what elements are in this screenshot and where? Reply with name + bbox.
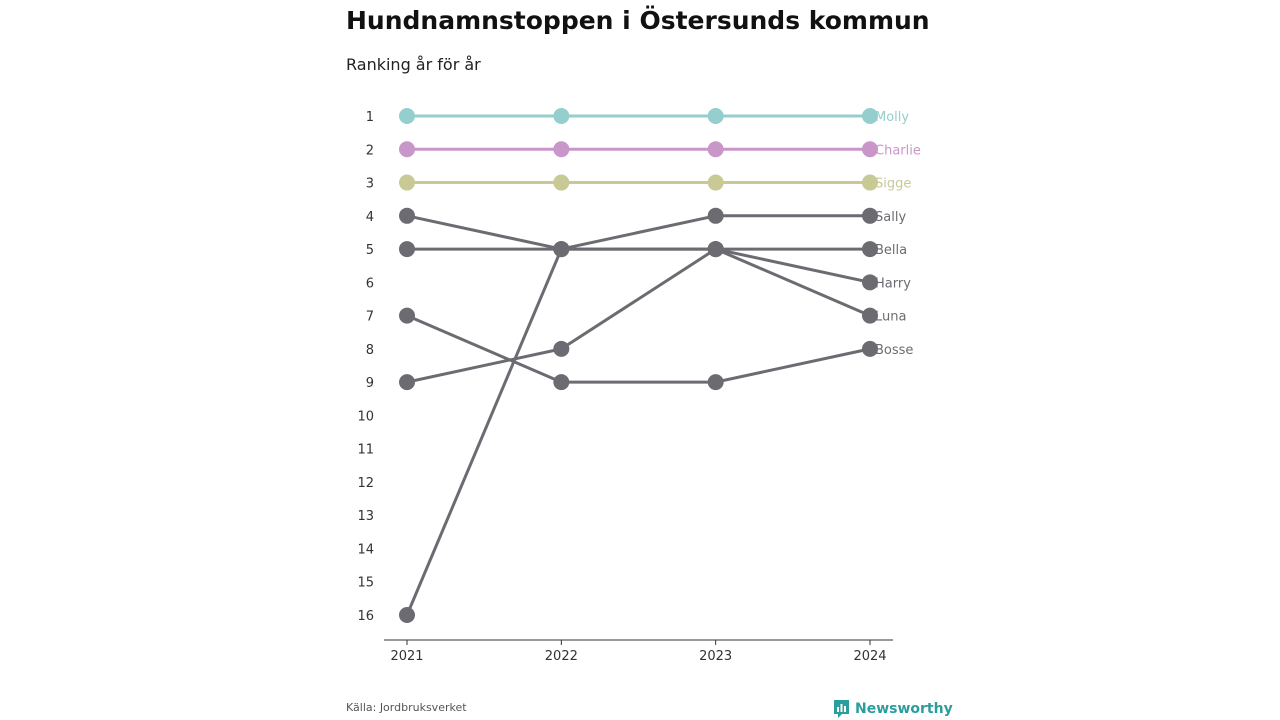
series-label-luna: Luna [875, 310, 906, 325]
data-point-bosse[interactable] [553, 374, 570, 391]
series-line-bosse [406, 314, 871, 384]
data-point-luna[interactable] [707, 241, 724, 258]
brand-logo[interactable]: Newsworthy [833, 699, 953, 719]
data-point-bosse[interactable] [399, 307, 415, 324]
x-tick-label: 2024 [853, 649, 886, 664]
data-point-sally[interactable] [707, 207, 724, 224]
data-point-bella[interactable] [399, 241, 415, 258]
data-point-harry[interactable] [862, 274, 878, 291]
y-tick-label: 6 [366, 276, 374, 291]
data-point-luna[interactable] [553, 340, 570, 357]
data-point-molly[interactable] [862, 108, 878, 124]
data-point-molly[interactable] [553, 108, 570, 124]
data-point-sigge[interactable] [553, 174, 570, 191]
data-point-sigge[interactable] [399, 174, 415, 191]
data-point-harry[interactable] [553, 241, 570, 258]
series-points [399, 108, 878, 623]
y-tick-label: 11 [357, 443, 374, 458]
data-point-bella[interactable] [862, 241, 878, 258]
data-point-charlie[interactable] [707, 141, 724, 158]
y-tick-label: 15 [357, 576, 374, 591]
y-tick-label: 10 [357, 409, 374, 424]
y-tick-label: 3 [366, 177, 374, 192]
series-label-charlie: Charlie [875, 143, 921, 158]
y-tick-label: 4 [366, 210, 374, 225]
data-point-molly[interactable] [707, 108, 724, 124]
series-line-harry [405, 247, 871, 616]
y-tick-label: 7 [366, 310, 374, 325]
x-axis-ticks: 2021 2022 2023 2024 [390, 640, 887, 664]
chart-title: Hundnamnstoppen i Östersunds kommun [346, 6, 930, 35]
data-point-sally[interactable] [399, 207, 415, 224]
y-tick-label: 16 [357, 609, 374, 624]
data-point-harry[interactable] [399, 607, 415, 623]
newsworthy-logo-icon [834, 700, 849, 718]
series-label-sally: Sally [875, 210, 906, 225]
series-label-harry: Harry [875, 276, 911, 291]
y-tick-label: 8 [366, 343, 374, 358]
chart-subtitle: Ranking år för år [346, 55, 481, 74]
data-point-charlie[interactable] [862, 141, 878, 158]
y-tick-label: 12 [357, 476, 374, 491]
series-line-sally [406, 214, 870, 251]
series-label-bella: Bella [875, 243, 907, 258]
x-tick-label: 2022 [545, 649, 578, 664]
series-lines [405, 114, 871, 616]
x-tick-label: 2023 [699, 649, 732, 664]
data-point-luna[interactable] [862, 307, 878, 324]
y-tick-label: 2 [366, 143, 374, 158]
data-point-charlie[interactable] [399, 141, 415, 158]
y-tick-label: 14 [357, 542, 374, 557]
y-tick-label: 1 [366, 110, 374, 125]
brand-name: Newsworthy [855, 701, 953, 717]
data-point-molly[interactable] [399, 108, 415, 124]
series-line-luna [406, 247, 871, 384]
data-point-bosse[interactable] [707, 374, 724, 391]
y-tick-label: 9 [366, 376, 374, 391]
series-end-labels: Sally Bella Harry Luna Bosse Molly Charlie Sigg… [875, 110, 921, 358]
source-note: Källa: Jordbruksverket [346, 701, 467, 714]
data-point-bosse[interactable] [862, 340, 878, 357]
y-tick-label: 13 [357, 509, 374, 524]
data-point-luna[interactable] [399, 374, 415, 391]
data-point-sally[interactable] [862, 207, 878, 224]
x-tick-label: 2021 [390, 649, 423, 664]
series-label-bosse: Bosse [875, 343, 913, 358]
data-point-sigge[interactable] [707, 174, 724, 191]
data-point-sigge[interactable] [862, 174, 878, 191]
data-point-charlie[interactable] [553, 141, 570, 158]
series-label-molly: Molly [875, 110, 909, 125]
series-label-sigge: Sigge [875, 177, 911, 192]
y-tick-label: 5 [366, 243, 374, 258]
